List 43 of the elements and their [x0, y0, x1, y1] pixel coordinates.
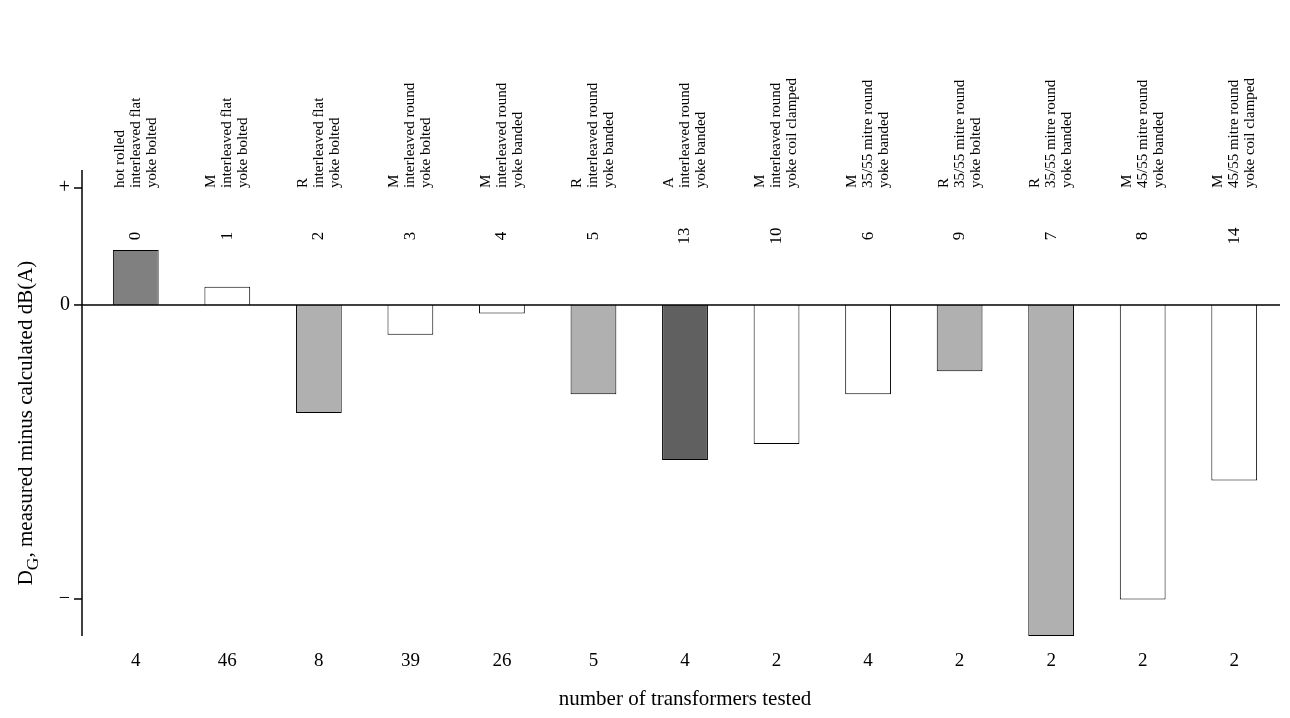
text: 6 — [857, 231, 877, 241]
x-tick-label: 46 — [217, 649, 237, 671]
text: − — [58, 586, 70, 609]
x-axis-title: number of transformers tested — [558, 685, 812, 710]
text: 1 — [216, 231, 236, 241]
text: M 45/55 mitre round yoke coil clamped — [1209, 77, 1258, 188]
x-tick-label: 26 — [492, 649, 512, 671]
text: M 45/55 mitre round yoke banded — [1117, 79, 1166, 188]
text: 9 — [949, 231, 969, 241]
text: 0 — [60, 292, 70, 315]
text: hot rolled interleaved flat yoke bolted — [110, 96, 159, 188]
x-tick-label: 4 — [863, 649, 874, 671]
text: A interleaved round yoke banded — [659, 82, 708, 188]
text: 7 — [1040, 231, 1060, 241]
text: M interleaved round yoke bolted — [385, 82, 434, 188]
text: 13 — [674, 227, 694, 245]
text: 14 — [1223, 227, 1243, 245]
x-tick-label: 4 — [680, 649, 691, 671]
text: 2 — [308, 231, 328, 241]
text: + — [58, 175, 70, 198]
text: 5 — [582, 231, 602, 241]
x-tick-label: 2 — [1229, 649, 1239, 671]
text: R interleaved flat yoke bolted — [293, 96, 342, 188]
x-tick-label: 8 — [314, 649, 324, 671]
text: M interleaved round yoke banded — [476, 82, 525, 188]
x-tick-label: 2 — [1137, 649, 1148, 671]
x-tick-label: 5 — [588, 649, 599, 671]
text: M interleaved round yoke coil clamped — [751, 77, 800, 188]
text: M 35/55 mitre round yoke banded — [843, 79, 892, 188]
text: M interleaved flat yoke bolted — [202, 96, 251, 188]
x-tick-label: 2 — [954, 649, 965, 671]
text: 3 — [399, 231, 419, 241]
text: R 35/55 mitre round yoke banded — [1026, 79, 1075, 188]
text: 10 — [766, 227, 786, 245]
text: R 35/55 mitre round yoke bolted — [934, 79, 983, 188]
x-tick-label: 2 — [771, 649, 782, 671]
x-tick-label: 39 — [400, 649, 420, 671]
text: 0 — [125, 231, 145, 241]
text: R interleaved round yoke banded — [568, 82, 617, 188]
text: 4 — [491, 231, 511, 241]
text: 8 — [1132, 231, 1152, 241]
x-tick-label: 2 — [1046, 649, 1056, 671]
x-tick-label: 4 — [131, 649, 142, 671]
